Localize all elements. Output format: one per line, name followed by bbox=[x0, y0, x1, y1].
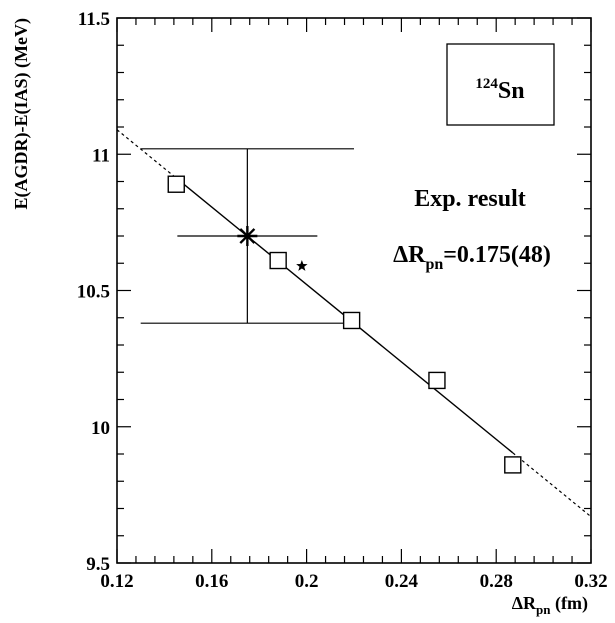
y-tick-label: 10.5 bbox=[77, 282, 110, 303]
annotation-exp-result: Exp. result bbox=[414, 186, 526, 212]
y-tick-label: 11.5 bbox=[78, 9, 110, 30]
x-tick-label: 0.24 bbox=[385, 571, 419, 592]
calc-point bbox=[269, 251, 287, 270]
nucleus-label: 124Sn bbox=[475, 76, 524, 104]
x-tick-label: 0.16 bbox=[195, 571, 228, 592]
x-axis-label: ΔRpn (fm) bbox=[512, 593, 588, 617]
y-tick-label: 9.5 bbox=[86, 554, 110, 575]
calc-point bbox=[504, 456, 522, 474]
axis-ticks bbox=[116, 17, 592, 564]
star-marker bbox=[296, 259, 308, 271]
calc-point bbox=[428, 371, 446, 390]
fit-line-dashed-left bbox=[116, 129, 177, 179]
x-tick-label: 0.32 bbox=[574, 571, 607, 592]
y-axis-label: E(AGDR)-E(IAS) (MeV) bbox=[11, 18, 32, 209]
axis-tick-labels: 0.12 0.16 0.2 0.24 0.28 0.32 9.5 10 10.5 11 11.5 bbox=[77, 9, 608, 592]
x-tick-label: 0.12 bbox=[100, 571, 133, 592]
calculated-points bbox=[167, 175, 522, 474]
experimental-point bbox=[140, 148, 354, 324]
x-tick-label: 0.28 bbox=[480, 571, 513, 592]
star-point bbox=[296, 259, 308, 271]
y-tick-label: 11 bbox=[92, 145, 110, 166]
fit-line-dashed-right bbox=[512, 452, 592, 518]
y-tick-label: 10 bbox=[91, 418, 110, 439]
annotation-delta-r: ΔRpn=0.175(48) bbox=[393, 242, 551, 273]
calc-point bbox=[167, 175, 185, 193]
nucleus-box bbox=[446, 43, 555, 126]
x-tick-label: 0.2 bbox=[295, 571, 319, 592]
exp-asterisk-stroke bbox=[239, 228, 256, 244]
calc-point bbox=[342, 311, 361, 330]
